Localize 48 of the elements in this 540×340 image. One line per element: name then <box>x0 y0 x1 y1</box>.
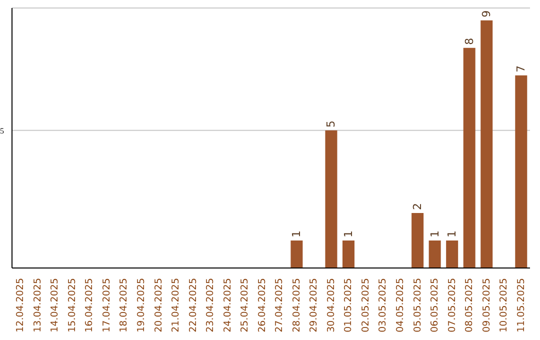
x-tick-label: 08.05.2025 <box>464 278 476 332</box>
data-label: 5 <box>324 120 338 128</box>
data-label: 9 <box>480 10 494 18</box>
x-tick-label: 23.04.2025 <box>205 278 216 332</box>
bar <box>290 240 303 268</box>
x-tick-label: 14.04.2025 <box>50 278 61 332</box>
x-tick-label: 16.04.2025 <box>84 278 96 332</box>
x-tick-label: 09.05.2025 <box>481 278 492 332</box>
x-tick-label: 29.04.2025 <box>308 278 320 332</box>
x-tick-label: 21.04.2025 <box>170 278 182 332</box>
bar <box>515 75 528 268</box>
data-label: 8 <box>462 38 476 45</box>
x-tick-label: 11.05.2025 <box>516 278 527 332</box>
x-tick-label: 30.04.2025 <box>326 278 337 332</box>
bar <box>428 240 441 268</box>
x-tick-label: 20.04.2025 <box>153 278 164 332</box>
x-tick-label: 04.05.2025 <box>395 278 406 332</box>
bar <box>412 212 424 268</box>
x-tick-label: 24.04.2025 <box>222 278 234 332</box>
data-label: 7 <box>514 65 528 72</box>
x-tick-label: 28.04.2025 <box>291 278 302 332</box>
bar <box>463 48 476 268</box>
bar <box>325 130 338 268</box>
bar <box>342 240 354 268</box>
x-tick-label: 13.04.2025 <box>32 278 44 332</box>
x-tick-label: 15.04.2025 <box>66 278 78 332</box>
x-tick-label: 27.04.2025 <box>274 278 286 332</box>
data-label: 1 <box>290 230 304 238</box>
x-tick-label: 17.04.2025 <box>101 278 112 332</box>
x-tick-label: 05.05.2025 <box>412 278 424 332</box>
x-tick-label: 12.04.2025 <box>15 278 26 332</box>
x-tick-label: 25.04.2025 <box>240 278 251 332</box>
x-tick-label: 03.05.2025 <box>378 278 389 332</box>
data-label: 1 <box>342 230 355 238</box>
x-tick-label: 07.05.2025 <box>446 278 458 332</box>
bar <box>480 20 493 268</box>
data-label: 1 <box>446 230 459 238</box>
data-label: 2 <box>411 202 424 210</box>
x-tick-label: 02.05.2025 <box>360 278 372 332</box>
x-tick-label: 18.04.2025 <box>118 278 130 332</box>
x-tick-label: 10.05.2025 <box>498 278 510 332</box>
x-tick-label: 26.04.2025 <box>256 278 268 332</box>
bar <box>446 240 458 268</box>
x-tick-label: 22.04.2025 <box>188 278 199 332</box>
x-tick-label: 06.05.2025 <box>430 278 441 332</box>
x-tick-label: 19.04.2025 <box>136 278 147 332</box>
data-label: 1 <box>428 230 442 238</box>
x-tick-label: 01.05.2025 <box>343 278 354 332</box>
